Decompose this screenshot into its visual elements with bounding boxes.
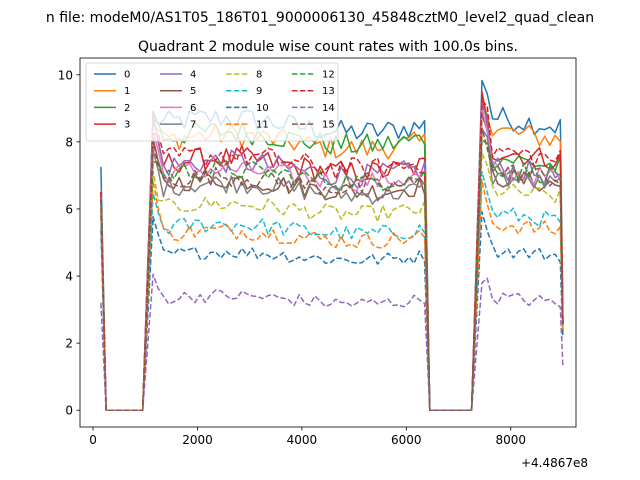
legend-label-0: 0	[124, 70, 130, 81]
legend-label-9: 9	[256, 86, 262, 97]
legend-label-12: 12	[322, 70, 335, 81]
legend-label-13: 13	[322, 86, 335, 97]
legend-label-11: 11	[256, 120, 269, 131]
series-line-9	[100, 170, 564, 411]
chart-title: Quadrant 2 module wise count rates with …	[138, 39, 518, 55]
series-line-2	[100, 106, 564, 411]
legend-label-15: 15	[322, 120, 335, 131]
series-line-8	[100, 152, 564, 411]
axes-frame	[79, 57, 577, 428]
series-line-7	[100, 128, 564, 411]
series-line-5	[100, 113, 564, 411]
legend-label-8: 8	[256, 70, 262, 81]
legend-label-1: 1	[124, 86, 130, 97]
legend-label-3: 3	[124, 120, 130, 131]
series-line-15	[100, 127, 564, 411]
x-tick-label: 4000	[287, 433, 318, 447]
x-tick-label: 8000	[495, 433, 526, 447]
y-tick-label: 4	[65, 270, 73, 284]
legend-label-7: 7	[190, 120, 196, 131]
x-tick-label: 2000	[182, 433, 213, 447]
chart-suptitle: n file: modeM0/AS1T05_186T01_9000006130_…	[46, 10, 594, 26]
legend-label-10: 10	[256, 103, 269, 114]
x-offset-label: +4.4867e8	[521, 456, 588, 470]
series-line-6	[100, 107, 564, 411]
x-tick-label: 0	[89, 433, 97, 447]
series-line-14	[100, 273, 564, 411]
legend-box	[85, 62, 339, 142]
legend-label-5: 5	[190, 86, 196, 97]
legend-label-4: 4	[190, 70, 196, 81]
legend-label-6: 6	[190, 103, 196, 114]
y-tick-label: 0	[65, 404, 73, 418]
y-tick-label: 6	[65, 202, 73, 216]
series-line-13	[100, 100, 564, 411]
legend-label-2: 2	[124, 103, 130, 114]
legend-label-14: 14	[322, 103, 335, 114]
y-tick-label: 10	[58, 68, 73, 82]
series-line-10	[100, 211, 564, 411]
y-tick-label: 8	[65, 135, 73, 149]
x-tick-label: 6000	[391, 433, 422, 447]
series-line-12	[100, 138, 564, 411]
series-line-11	[100, 179, 564, 411]
y-tick-label: 2	[65, 337, 73, 351]
